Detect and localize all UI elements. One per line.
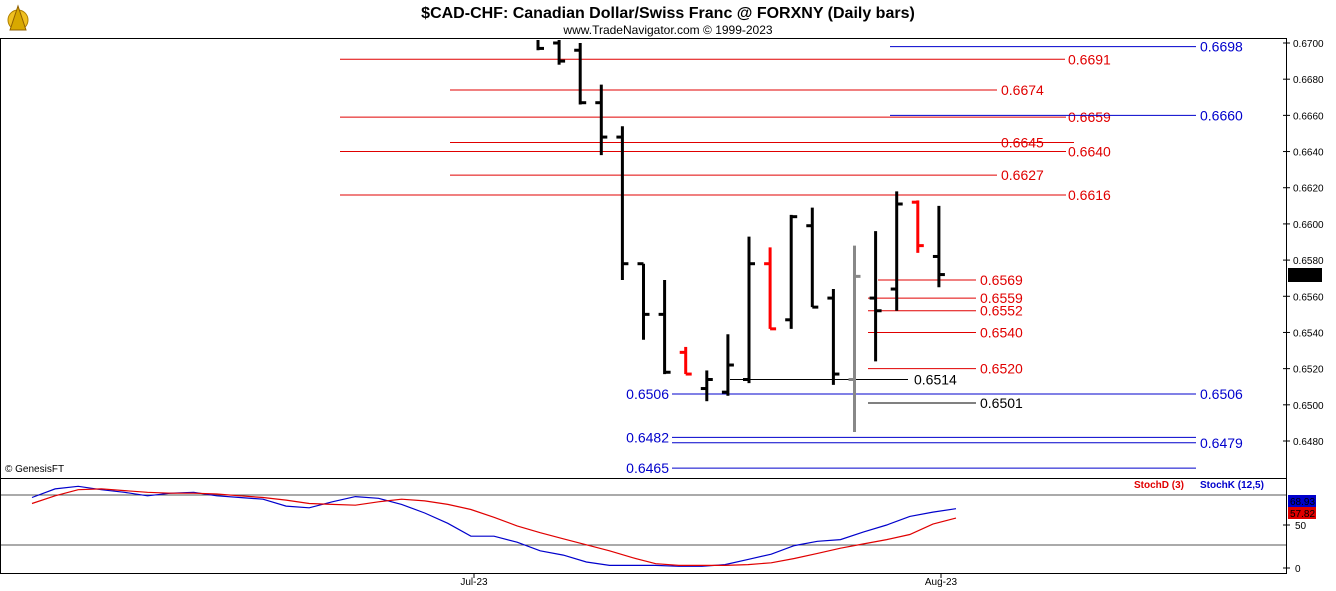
y-tick-label: 0.6620 — [1293, 184, 1324, 195]
x-tick-label: Jul-23 — [460, 577, 488, 588]
blue-level-label: 0.6465 — [626, 460, 669, 476]
stochk-last-label: 68.93 — [1290, 497, 1315, 508]
last-price-badge — [1288, 268, 1322, 282]
blue-level-label: 0.6506 — [1200, 386, 1243, 402]
chart-title: $CAD-CHF: Canadian Dollar/Swiss Franc @ … — [421, 5, 915, 22]
stoch-panel — [0, 478, 1287, 574]
stoch-tick-label: 0 — [1295, 564, 1301, 575]
blue-level-label: 0.6479 — [1200, 435, 1243, 451]
red-level-label: 0.6520 — [980, 361, 1023, 377]
y-tick-label: 0.6700 — [1293, 39, 1324, 50]
stoch-d-line — [31, 488, 957, 567]
y-tick-label: 0.6680 — [1293, 75, 1324, 86]
red-level-label: 0.6616 — [1068, 187, 1111, 203]
blue-level-label: 0.6660 — [1200, 107, 1243, 123]
blue-level-label: 0.6506 — [626, 386, 669, 402]
red-level-label: 0.6559 — [980, 290, 1023, 306]
red-level-label: 0.6569 — [980, 272, 1023, 288]
watermark: © GenesisFT — [5, 464, 64, 475]
y-tick-label: 0.6580 — [1293, 256, 1324, 267]
y-tick-label: 0.6480 — [1293, 437, 1324, 448]
y-tick-label: 0.6500 — [1293, 401, 1324, 412]
stoch-tick-label: 50 — [1295, 521, 1307, 532]
red-level-label: 0.6552 — [980, 303, 1023, 319]
red-level-label: 0.6645 — [1001, 135, 1044, 151]
y-tick-label: 0.6520 — [1293, 365, 1324, 376]
y-tick-label: 0.6600 — [1293, 220, 1324, 231]
x-tick-label: Aug-23 — [925, 577, 958, 588]
red-level-label: 0.6627 — [1001, 167, 1044, 183]
y-tick-label: 0.6640 — [1293, 148, 1324, 159]
red-level-label: 0.6640 — [1068, 144, 1111, 160]
stochd-last-label: 57.82 — [1290, 509, 1315, 520]
red-level-label: 0.6691 — [1068, 51, 1111, 67]
black-level-label: 0.6501 — [980, 395, 1023, 411]
red-level-label: 0.6674 — [1001, 82, 1044, 98]
stochd-badge — [1288, 507, 1316, 519]
red-level-label: 0.6540 — [980, 324, 1023, 340]
blue-level-label: 0.6482 — [626, 429, 669, 445]
y-tick-label: 0.6560 — [1293, 292, 1324, 303]
legend-stochd: StochD (3) — [1134, 480, 1184, 491]
red-level-label: 0.6659 — [1068, 109, 1111, 125]
stochk-badge — [1288, 495, 1316, 507]
stoch-k-line — [31, 485, 957, 567]
price-panel — [0, 38, 1287, 479]
black-level-label: 0.6514 — [914, 371, 957, 387]
legend-stochk: StochK (12,5) — [1200, 480, 1264, 491]
y-tick-label: 0.6540 — [1293, 328, 1324, 339]
blue-level-label: 0.6698 — [1200, 39, 1243, 55]
logo-icon — [7, 4, 29, 31]
last-price-label: 0.6572 — [1290, 271, 1321, 282]
y-tick-label: 0.6660 — [1293, 111, 1324, 122]
chart-subtitle: www.TradeNavigator.com © 1999-2023 — [562, 23, 772, 37]
